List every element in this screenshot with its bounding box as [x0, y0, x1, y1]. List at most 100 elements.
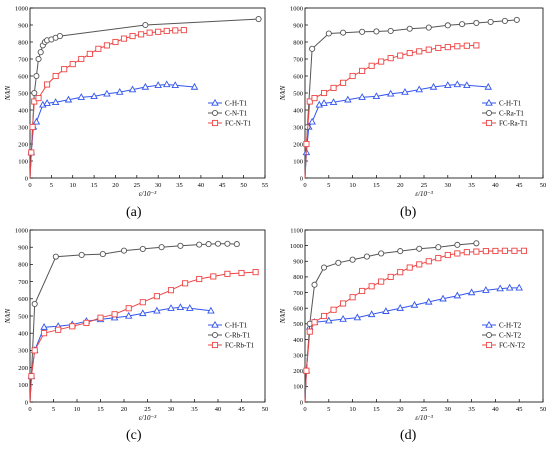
x-tick-label-c: 20	[121, 406, 128, 413]
data-point-d-FC-N-T2	[454, 250, 461, 257]
data-point-a-C-N-T1	[142, 21, 149, 29]
legend-entry-b-FC-Ra-T1: FC-Ra-T1	[499, 120, 528, 128]
data-point-d-C-N-T2	[435, 244, 442, 251]
data-point-a-C-H-T1	[90, 92, 98, 100]
data-point-b-FC-Ra-T1	[397, 52, 404, 59]
series-line-c-FC-Rb-T1	[29, 271, 256, 403]
data-point-a-C-H-T1	[171, 81, 180, 89]
data-point-c-FC-Rb-T1	[139, 299, 146, 306]
legend-entry-b-C-H-T1: C-H-T1	[499, 100, 522, 108]
x-tick-label-b: 10	[349, 182, 356, 189]
data-point-d-FC-N-T2	[359, 287, 366, 295]
y-tick-label-b: 600	[293, 73, 303, 80]
y-tick-label-b: 800	[293, 39, 303, 46]
legend-entry-c-FC-Rb-T1: FC-Rb-T1	[225, 342, 255, 350]
y-axis-label-d: N/kN	[279, 308, 287, 324]
x-tick-label-d: 45	[516, 406, 523, 413]
data-point-b-C-Ra-T1	[487, 18, 494, 25]
data-point-c-C-Rb-T1	[78, 251, 85, 258]
legend-entry-c-C-H-T1: C-H-T1	[225, 322, 248, 330]
data-point-b-C-H-T1	[329, 98, 338, 106]
legend-entry-d-FC-N-T2: FC-N-T2	[499, 342, 526, 350]
data-point-b-C-H-T1	[358, 93, 366, 100]
data-point-c-FC-Rb-T1	[31, 347, 38, 354]
y-tick-label-d: 200	[293, 368, 303, 375]
data-point-b-FC-Ra-T1	[330, 84, 337, 91]
series-line-c-C-Rb-T1	[29, 243, 237, 403]
data-point-b-FC-Ra-T1	[303, 140, 310, 148]
x-tick-label-c: 0	[28, 406, 31, 413]
data-point-d-C-H-T2	[515, 283, 523, 291]
y-tick-label-c: 100	[18, 382, 28, 389]
y-tick-label-c: 900	[18, 245, 28, 252]
x-tick-label-c: 15	[97, 406, 104, 413]
y-tick-label-d: 700	[293, 290, 303, 297]
data-point-c-FC-Rb-T1	[83, 319, 90, 326]
data-point-b-FC-Ra-T1	[368, 62, 375, 69]
data-point-c-FC-Rb-T1	[69, 323, 76, 330]
data-point-c-C-Rb-T1	[177, 242, 184, 249]
data-point-b-FC-Ra-T1	[359, 67, 366, 74]
data-point-b-C-Ra-T1	[359, 28, 366, 35]
data-point-a-C-H-T1	[103, 89, 111, 97]
data-point-c-FC-Rb-T1	[252, 269, 259, 276]
data-point-a-C-H-T1	[190, 82, 199, 90]
y-tick-label-a: 800	[18, 39, 28, 46]
data-point-c-C-H-T1	[176, 303, 185, 311]
data-point-d-C-N-T2	[363, 253, 370, 260]
data-point-b-C-Ra-T1	[309, 45, 316, 52]
data-point-d-FC-N-T2	[340, 300, 347, 307]
y-tick-label-d: 800	[293, 274, 303, 281]
data-point-a-C-H-T1	[141, 82, 150, 90]
x-tick-label-d: 5	[327, 406, 330, 413]
data-point-a-C-N-T1	[37, 49, 44, 56]
data-point-c-C-Rb-T1	[214, 240, 222, 247]
data-point-b-C-H-T1	[401, 88, 409, 95]
y-tick-label-c: 800	[18, 262, 28, 269]
data-point-d-FC-N-T2	[378, 278, 385, 285]
legend-marker-d-FC-N-T2	[485, 341, 493, 349]
data-point-d-C-H-T2	[325, 316, 333, 324]
y-tick-label-b: 100	[293, 158, 303, 165]
data-point-d-C-N-T2	[416, 245, 423, 252]
y-tick-label-a: 0	[25, 175, 28, 182]
data-point-d-FC-N-T2	[306, 328, 313, 335]
y-tick-label-b: 0	[300, 175, 303, 182]
data-point-d-C-H-T2	[396, 304, 404, 311]
data-point-d-C-H-T2	[505, 283, 514, 291]
legend-marker-b-C-H-T1	[485, 98, 493, 106]
data-point-d-FC-N-T2	[463, 249, 470, 256]
legend-entry-d-C-H-T2: C-H-T2	[499, 322, 522, 330]
data-point-b-FC-Ra-T1	[387, 55, 394, 62]
data-point-d-C-N-T2	[454, 241, 461, 248]
y-tick-label-a: 500	[18, 90, 28, 97]
data-point-c-FC-Rb-T1	[238, 269, 245, 277]
x-tick-label-b: 0	[303, 182, 306, 189]
x-tick-label-b: 25	[421, 182, 428, 189]
y-tick-label-a: 900	[18, 22, 28, 29]
x-tick-label-a: 45	[219, 182, 226, 189]
data-point-c-FC-Rb-T1	[111, 311, 118, 318]
y-tick-label-d: 0	[300, 399, 303, 406]
y-tick-label-d: 100	[293, 384, 303, 391]
y-tick-label-c: 500	[18, 313, 28, 320]
data-point-d-C-H-T2	[382, 307, 390, 314]
legend-entry-a-C-N-T1: C-N-T1	[225, 110, 248, 118]
x-tick-label-c: 40	[215, 406, 222, 413]
data-point-a-C-N-T1	[35, 55, 42, 63]
data-point-a-C-H-T1	[32, 117, 41, 125]
data-point-a-C-H-T1	[162, 80, 171, 88]
x-axis-label-a: ε/10⁻³	[139, 190, 157, 198]
x-tick-label-b: 50	[540, 182, 547, 189]
y-tick-label-a: 100	[18, 158, 28, 165]
data-point-a-FC-N-T1	[112, 38, 119, 46]
data-point-b-C-H-T1	[484, 82, 493, 90]
y-axis-label-b: N/kN	[279, 85, 287, 101]
data-point-c-C-H-T1	[139, 309, 147, 317]
data-point-c-C-H-T1	[207, 306, 215, 314]
y-tick-label-c: 400	[18, 331, 28, 338]
data-point-b-C-Ra-T1	[444, 22, 451, 29]
legend-entry-c-C-Rb-T1: C-Rb-T1	[225, 332, 251, 340]
x-tick-label-a: 20	[112, 182, 119, 189]
x-tick-label-b: 15	[373, 182, 380, 189]
